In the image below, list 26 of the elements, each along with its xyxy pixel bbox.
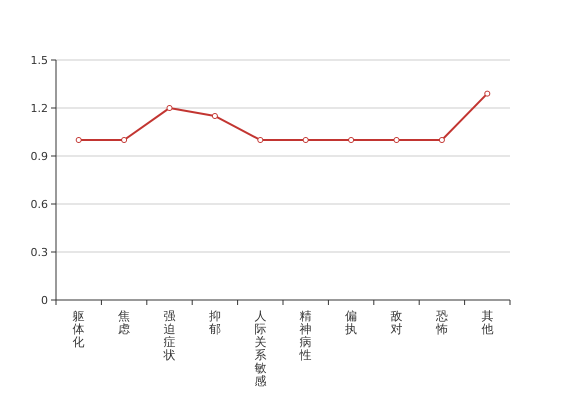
point <box>348 137 354 143</box>
point <box>166 105 172 111</box>
x-tick-label: 强迫症状 <box>162 309 176 362</box>
x-tick-label: 焦虑 <box>118 309 130 336</box>
point <box>438 137 445 143</box>
x-tick-label: 人际关系敏感 <box>254 309 266 388</box>
y-tick-label: 1.2 <box>30 102 48 115</box>
point <box>121 137 128 143</box>
x-tick-label: 恐怖 <box>434 309 448 336</box>
x-tick-label: 偏执 <box>345 309 358 336</box>
point <box>212 113 218 119</box>
x-tick-label: 敌对 <box>390 309 402 336</box>
x-tick-label: 抑郁 <box>208 309 221 336</box>
x-tick-label: 其他 <box>481 309 494 336</box>
x-tick-label: 精神病性 <box>298 309 312 362</box>
y-tick-label: 0 <box>41 294 48 307</box>
y-tick-label: 1.5 <box>30 54 48 67</box>
point <box>257 137 264 143</box>
x-tick-label: 躯体化 <box>72 309 85 349</box>
point <box>484 90 490 97</box>
point <box>76 137 82 143</box>
y-tick-label: 0.6 <box>30 198 48 211</box>
point <box>302 137 309 143</box>
y-tick-label: 0.9 <box>30 150 48 163</box>
point <box>394 137 400 143</box>
y-tick-label: 0.3 <box>30 246 48 259</box>
